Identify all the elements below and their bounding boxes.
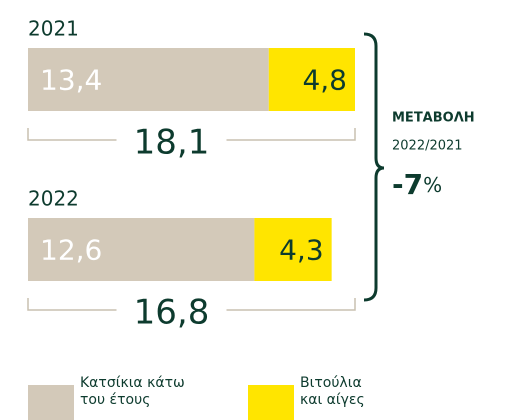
- total-label: 16,8: [134, 293, 210, 333]
- total-label: 18,1: [134, 123, 210, 163]
- value-label: 13,4: [40, 64, 102, 97]
- bar-segment: [28, 48, 269, 111]
- legend-swatch: [28, 385, 74, 420]
- change-period: 2022/2021: [392, 139, 463, 154]
- bar-segment: [28, 218, 255, 281]
- value-label: 4,3: [279, 234, 324, 267]
- bar-segment: [254, 218, 332, 281]
- change-number: -7: [392, 168, 423, 201]
- legend-swatch: [248, 385, 294, 420]
- category-label: 2021: [28, 17, 79, 41]
- legend-label: Βιτούλια και αίγες: [300, 375, 365, 408]
- change-title: ΜΕΤΑΒΟΛΗ: [392, 111, 475, 126]
- value-label: 12,6: [40, 234, 102, 267]
- change-value: -7%: [392, 168, 442, 201]
- legend-label: Κατσίκια κάτω του έτους: [80, 375, 185, 408]
- total-bracket: [27, 128, 356, 141]
- change-unit: %: [423, 173, 442, 197]
- value-label: 4,8: [302, 64, 347, 97]
- total-bracket: [27, 298, 356, 311]
- brace: [363, 32, 385, 302]
- category-label: 2022: [28, 187, 79, 211]
- bar-segment: [268, 48, 355, 111]
